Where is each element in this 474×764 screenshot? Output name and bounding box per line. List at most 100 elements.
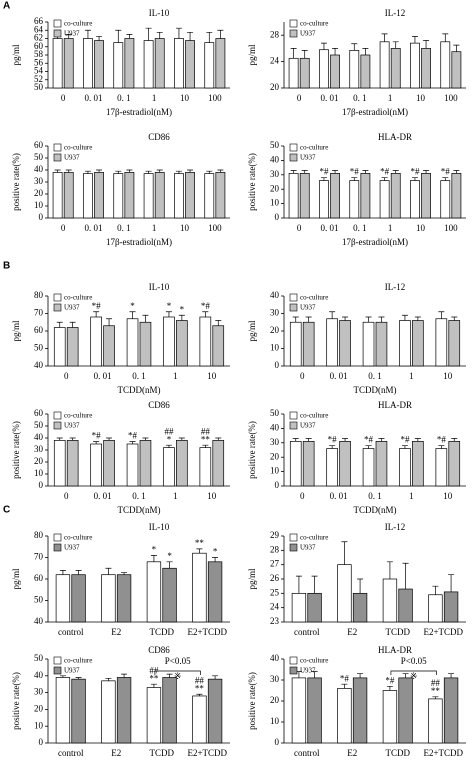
y-tick-label: 50 (34, 82, 44, 92)
bar (412, 441, 424, 487)
bar (398, 677, 413, 744)
x-tick-label: 100 (208, 93, 222, 103)
legend-label: co-culture (64, 657, 92, 665)
error-bar (423, 170, 430, 174)
error-bar (357, 578, 364, 594)
bar (326, 318, 338, 367)
bar (124, 172, 135, 219)
bar (410, 42, 420, 89)
x-tick-label: 0. 1 (117, 223, 131, 233)
bar (124, 38, 135, 89)
bar (94, 40, 104, 89)
legend-label: U937 (300, 30, 316, 38)
x-tick-label: 0. 1 (132, 491, 146, 501)
legend-swatch (53, 293, 62, 302)
bar (291, 677, 307, 744)
legend-label: co-culture (64, 20, 92, 28)
y-tick-label: 20 (270, 451, 280, 461)
x-axis-label: TCDD(nM) (118, 385, 161, 395)
x-tick-label: 10 (207, 371, 217, 381)
x-tick-label: 0 (61, 93, 66, 103)
error-bar (142, 314, 149, 323)
y-tick-label: 23 (270, 616, 280, 626)
error-bar (401, 314, 408, 321)
y-tick-label: 30 (270, 674, 280, 684)
legend-swatch (289, 303, 298, 312)
significance-label: *# (380, 167, 390, 177)
bar (146, 687, 162, 744)
error-bar (56, 437, 63, 441)
error-bar (215, 320, 222, 326)
significance-label: ** (431, 686, 441, 696)
error-bar (206, 31, 213, 43)
legend-swatch (53, 303, 62, 312)
x-tick-label: 0. 1 (368, 491, 382, 501)
y-tick-label: 54 (34, 66, 44, 76)
x-axis-label: 17β-estradiol(nM) (342, 237, 408, 247)
chart-title: CD86 (148, 645, 170, 655)
y-tick-label: 70 (34, 308, 44, 318)
legend-swatch (289, 543, 298, 552)
bar (412, 320, 424, 367)
bar (103, 440, 115, 487)
bar (307, 677, 322, 744)
x-tick-label: TCDD (386, 627, 411, 637)
x-tick-label: 10 (180, 223, 190, 233)
significance-label: *# (441, 167, 451, 177)
y-tick-label: 10 (270, 466, 280, 476)
bar (330, 173, 340, 219)
chart-title: IL-12 (385, 282, 406, 292)
bar (451, 51, 462, 89)
error-bar (126, 34, 133, 39)
legend-swatch (289, 421, 298, 430)
bracket (154, 670, 201, 675)
error-bar (381, 33, 388, 42)
error-bar (156, 169, 163, 173)
x-tick-label: 0 (300, 371, 305, 381)
error-bar (96, 36, 103, 41)
error-bar (145, 170, 152, 174)
x-tick-label: E2+TCDD (187, 748, 227, 758)
error-bar (295, 575, 302, 594)
legend-swatch (53, 19, 62, 28)
bar (55, 574, 71, 623)
error-bar (96, 169, 103, 173)
error-bar (69, 321, 76, 328)
error-bar (311, 671, 318, 678)
x-tick-label: control (58, 627, 84, 637)
y-axis-label: pg/ml (247, 568, 257, 590)
error-bar (145, 27, 152, 41)
error-bar (202, 444, 209, 448)
x-tick-label: 1 (409, 371, 414, 381)
bar (126, 318, 139, 367)
bar (352, 677, 368, 744)
error-bar (106, 318, 113, 326)
x-tick-label: 0. 01 (330, 371, 348, 381)
error-bar (93, 311, 100, 317)
significance-label: ** (195, 538, 205, 548)
y-tick-label: 0 (275, 480, 280, 490)
x-tick-label: 0 (297, 223, 302, 233)
legend-label: co-culture (64, 534, 92, 542)
error-bar (292, 316, 299, 323)
y-tick-label: 70 (34, 552, 44, 562)
x-tick-label: E2 (347, 748, 357, 758)
significance-label: * (180, 304, 185, 314)
x-axis-label: TCDD(nM) (354, 505, 397, 515)
significance-label: *# (92, 431, 102, 441)
x-axis-label: 17β-estradiol(nM) (106, 237, 172, 247)
bar (410, 180, 420, 219)
chart-title: HLA-DR (378, 645, 412, 655)
chart-title: IL-12 (385, 8, 406, 18)
y-axis-label: positive rate(%) (11, 153, 21, 211)
error-bar (202, 311, 209, 317)
y-tick-label: 66 (34, 16, 44, 26)
error-bar (212, 675, 219, 680)
error-bar (65, 34, 72, 39)
bar (326, 448, 338, 487)
error-bar (311, 575, 318, 594)
y-tick-label: 28 (270, 544, 280, 554)
error-bar (414, 316, 421, 321)
error-bar (386, 685, 393, 691)
x-tick-label: E2 (111, 748, 121, 758)
